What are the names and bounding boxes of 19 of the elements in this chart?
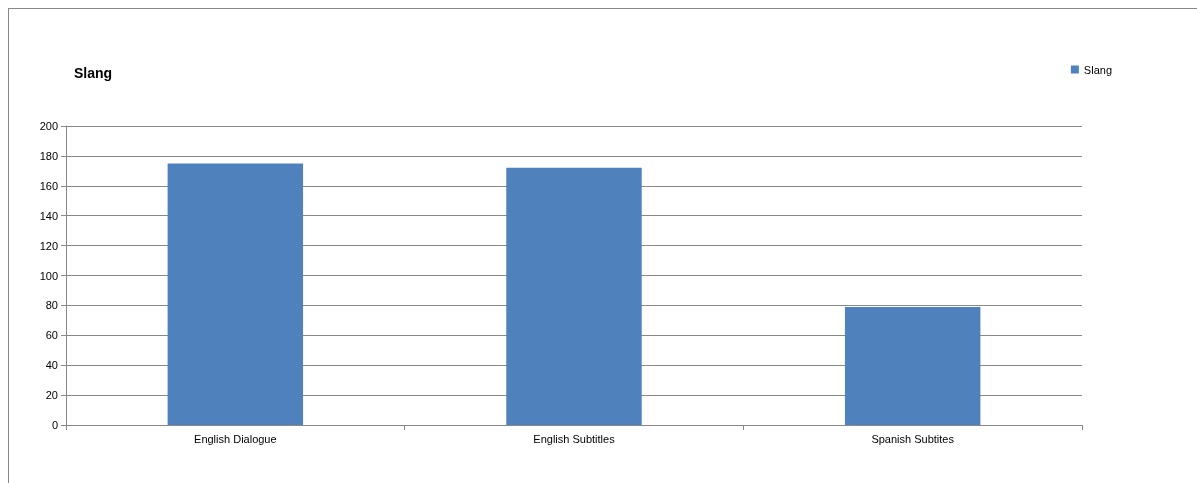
x-tick-label: English Subtitles: [533, 432, 616, 445]
y-tick-label: 80: [45, 299, 58, 312]
y-tick-label: 60: [45, 329, 58, 342]
y-tick-label: 100: [39, 269, 58, 282]
y-tick-label: 0: [51, 419, 58, 431]
x-tick-label: English Dialogue: [194, 432, 277, 445]
bar: [844, 306, 981, 425]
y-tick-label: 160: [39, 179, 58, 192]
y-tick-label: 140: [39, 209, 58, 222]
y-tick-label: 180: [39, 149, 58, 162]
y-tick-label: 120: [39, 239, 58, 252]
chart-title: Slang: [74, 65, 113, 81]
y-tick-label: 20: [45, 389, 58, 402]
x-tick-label: Spanish Subtites: [871, 432, 955, 445]
y-tick-label: 200: [39, 120, 58, 132]
bar: [167, 163, 304, 425]
bar: [506, 167, 642, 425]
y-tick-label: 40: [45, 359, 58, 372]
legend-label: Slang: [1083, 63, 1113, 76]
